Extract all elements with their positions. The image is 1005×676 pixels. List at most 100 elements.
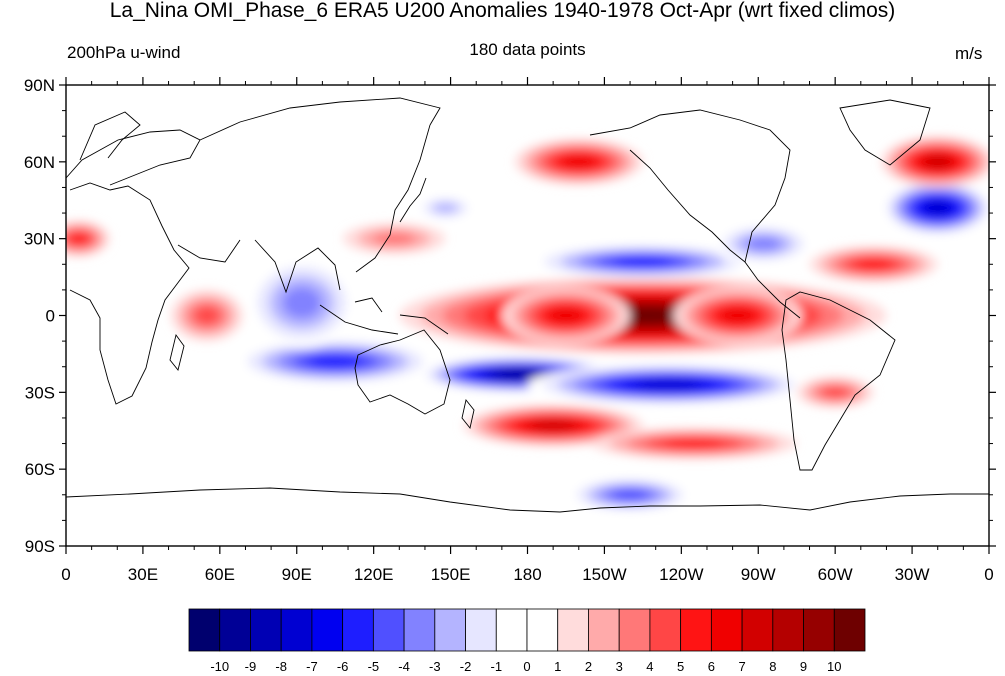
coastline-japan <box>399 177 427 223</box>
lat-tick-label: 90N <box>24 76 55 95</box>
colorbar-label: 0 <box>523 659 530 674</box>
anomaly-contour <box>498 370 542 379</box>
anomaly-contour <box>611 489 650 501</box>
colorbar-swatch <box>250 608 282 652</box>
anomaly-feature <box>673 287 802 344</box>
lon-tick-label: 90W <box>741 565 776 584</box>
colorbar-label: -7 <box>306 659 318 674</box>
anomaly-feature <box>527 243 759 280</box>
anomaly-contour <box>69 233 88 244</box>
lon-tick-label: 120W <box>659 565 703 584</box>
anomaly-contour <box>822 387 849 398</box>
colorbar-swatch <box>311 608 344 652</box>
map-axes: 90N 60N 30N 0 30S 60S 90S 0 30E 60E 90E 120E 150E 180… <box>24 76 996 584</box>
variable-label: 200hPa u-wind <box>67 43 181 62</box>
anomaly-feature <box>591 428 797 459</box>
lon-tick-label: 30E <box>128 565 158 584</box>
lat-tick-label: 90S <box>25 537 55 556</box>
colorbar-label: -5 <box>368 659 380 674</box>
colorbar-label: 3 <box>616 659 623 674</box>
colorbar-swatch <box>280 608 313 652</box>
lon-tick-label: 60W <box>818 565 853 584</box>
colorbar-label: 2 <box>585 659 592 674</box>
colorbar-swatch <box>526 608 559 652</box>
colorbar-swatch <box>219 608 251 652</box>
anomaly-contour <box>636 379 701 390</box>
colorbar-swatch <box>403 608 436 652</box>
anomaly-contour <box>854 258 893 270</box>
lat-tick-label: 30N <box>24 230 55 249</box>
coastline-antarctica <box>66 487 989 513</box>
anomaly-contour <box>924 201 951 215</box>
coastline-south-america <box>781 291 896 471</box>
units-label: m/s <box>955 44 983 63</box>
lat-tick-label: 60S <box>25 460 55 479</box>
colorbar: -10 -9 -8 -7 -6 -5 -4 -3 -2 -1 0 1 2 3 4 5 6 7 8 9 10 <box>188 608 866 674</box>
colorbar-label: 10 <box>827 659 841 674</box>
anomaly-contour <box>531 420 576 431</box>
anomaly-feature <box>712 223 815 265</box>
coastline-australia <box>354 329 451 415</box>
anomaly-feature <box>463 405 643 447</box>
lon-tick-label: 180 <box>513 565 541 584</box>
anomaly-feature <box>232 338 438 385</box>
anomaly-feature <box>809 246 938 283</box>
anomaly-contour <box>612 256 674 267</box>
colorbar-label: -1 <box>490 659 502 674</box>
anomaly-field <box>66 136 989 513</box>
lon-tick-label: 90E <box>282 565 312 584</box>
colorbar-swatch <box>557 608 589 652</box>
coastline-new-zealand <box>461 398 475 430</box>
colorbar-label: 5 <box>677 659 684 674</box>
coastline-europe <box>66 129 201 186</box>
colorbar-swatch <box>772 608 804 652</box>
colorbar-swatch <box>372 608 405 652</box>
chart-title: La_Nina OMI_Phase_6 ERA5 U200 Anomalies … <box>109 0 896 22</box>
colorbar-label: 1 <box>554 659 561 674</box>
lon-tick-label: 60E <box>205 565 235 584</box>
colorbar-swatch <box>649 608 682 652</box>
colorbar-label: 6 <box>708 659 715 674</box>
anomaly-feature <box>342 223 446 255</box>
anomaly-feature <box>245 256 359 349</box>
anomaly-contour <box>432 202 459 214</box>
coastline-north-america-west <box>629 149 746 263</box>
coastline-indonesia <box>319 297 449 335</box>
anomaly-contour <box>663 439 725 449</box>
colorbar-label: -3 <box>429 659 441 674</box>
anomaly-feature <box>399 277 887 354</box>
colorbar-label: -6 <box>337 659 349 674</box>
lat-tick-label: 30S <box>25 383 55 402</box>
colorbar-swatch <box>342 608 374 652</box>
colorbar-swatch <box>833 608 866 652</box>
anomaly-contour <box>720 307 755 324</box>
coastline-india <box>254 239 341 294</box>
lat-tick-label: 0 <box>46 307 55 326</box>
colorbar-swatch <box>618 608 651 652</box>
colorbar-label: 7 <box>738 659 745 674</box>
lon-tick-label: 0 <box>984 565 993 584</box>
coastline-madagascar <box>169 333 185 371</box>
colorbar-swatch <box>680 608 712 652</box>
colorbar-swatch <box>588 608 620 652</box>
anomaly-contour <box>307 355 363 368</box>
lon-tick-label: 0 <box>61 565 70 584</box>
anomaly-contour <box>745 236 781 251</box>
lon-tick-label: 30W <box>895 565 930 584</box>
colorbar-swatch <box>188 608 221 652</box>
coastline-greenland <box>839 99 931 166</box>
colorbar-label: 8 <box>769 659 776 674</box>
anomaly-feature <box>527 364 810 406</box>
anomaly-feature <box>171 289 243 342</box>
coastline-asia-east <box>355 124 431 273</box>
anomaly-contour <box>923 155 952 169</box>
anomaly-feature <box>501 287 631 344</box>
colorbar-label: -10 <box>210 659 229 674</box>
coastlines <box>66 97 989 513</box>
lon-tick-label: 120E <box>354 565 394 584</box>
colorbar-swatch <box>710 608 743 652</box>
colorbar-swatch <box>803 608 835 652</box>
colorbar-swatch <box>465 608 497 652</box>
coastline-scandinavia <box>79 111 141 161</box>
